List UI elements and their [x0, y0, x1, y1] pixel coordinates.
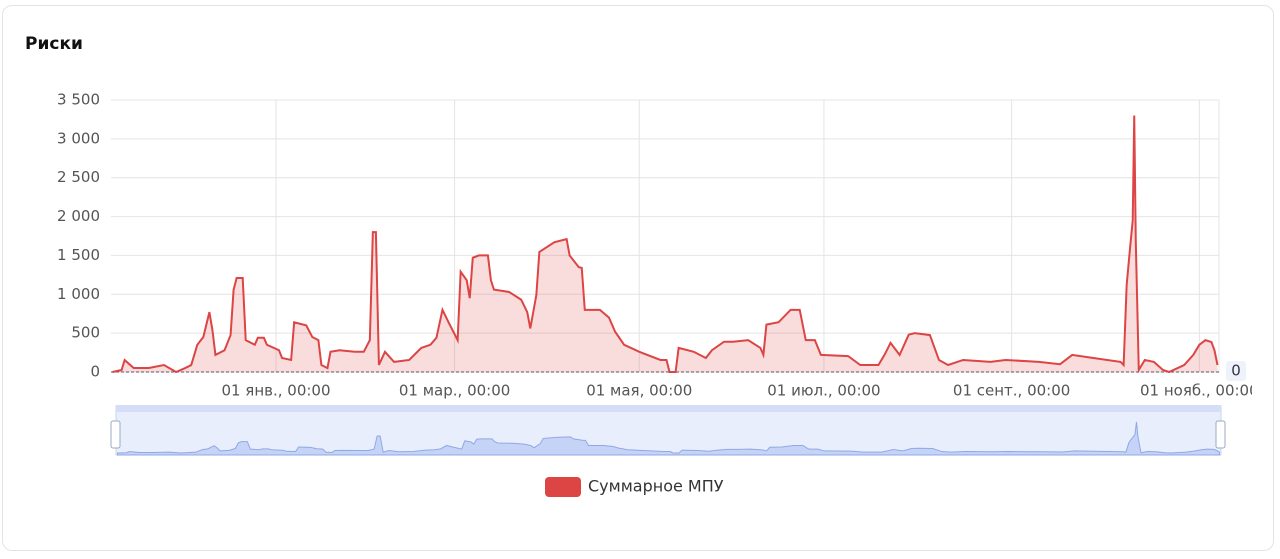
zoom-bar[interactable] — [116, 405, 1221, 412]
legend-label[interactable]: Суммарное МПУ — [588, 477, 724, 496]
zoom-slider[interactable] — [115, 405, 1222, 456]
y-tick-label: 3 500 — [57, 91, 100, 109]
end-label: 0 — [1231, 362, 1241, 380]
end-label-box — [1226, 361, 1246, 381]
line — [112, 115, 1219, 374]
y-tick-label: 3 000 — [57, 129, 100, 147]
y-tick-label: 500 — [71, 324, 100, 342]
x-tick-label: 01 мая, 00:00 — [586, 382, 692, 400]
x-tick-label: 01 мар., 00:00 — [399, 382, 510, 400]
legend-swatch[interactable] — [545, 477, 581, 497]
y-tick-label: 1 500 — [57, 246, 100, 264]
y-tick-label: 2 500 — [57, 168, 100, 186]
zoom-handle[interactable] — [1215, 420, 1226, 449]
x-tick-label: 01 янв., 00:00 — [221, 382, 330, 400]
y-tick-label: 2 000 — [57, 207, 100, 225]
zoom-handle[interactable] — [110, 420, 121, 449]
x-tick-label: 01 нояб., 00:00 — [1140, 382, 1259, 400]
x-tick-label: 01 сент., 00:00 — [953, 382, 1070, 400]
y-tick-label: 1 000 — [57, 285, 100, 303]
card — [2, 5, 1274, 551]
mini-area — [117, 421, 1220, 456]
x-tick-label: 01 июл., 00:00 — [767, 382, 880, 400]
chart-title: Риски — [25, 34, 83, 54]
y-tick-label: 0 — [90, 363, 100, 381]
